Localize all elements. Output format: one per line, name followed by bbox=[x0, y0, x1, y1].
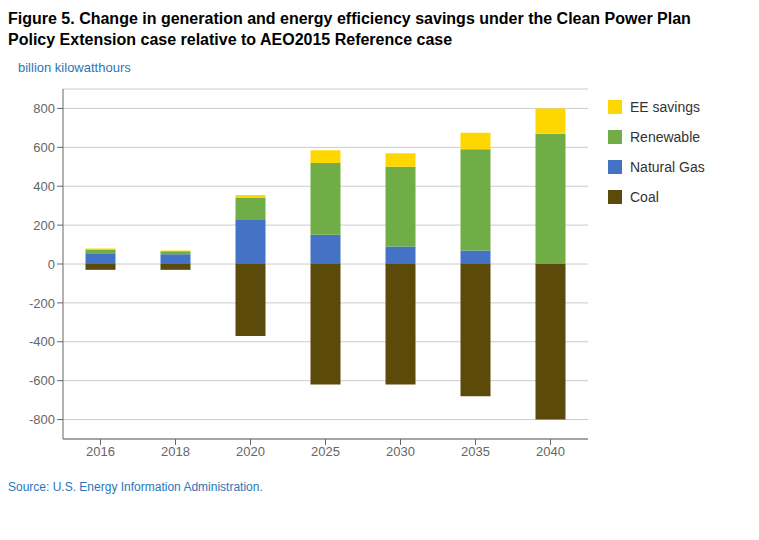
svg-text:600: 600 bbox=[33, 140, 55, 155]
html-text:Natural Gas: Natural Gas bbox=[630, 159, 705, 175]
svg-text:2025: 2025 bbox=[311, 444, 340, 459]
svg-text:2040: 2040 bbox=[536, 444, 565, 459]
svg-text:800: 800 bbox=[33, 101, 55, 116]
svg-text:200: 200 bbox=[33, 218, 55, 233]
svg-text:2020: 2020 bbox=[236, 444, 265, 459]
html-text:Renewable: Renewable bbox=[630, 129, 701, 145]
svg-text:2016: 2016 bbox=[86, 444, 115, 459]
svg-text:2030: 2030 bbox=[386, 444, 415, 459]
svg-text:-600: -600 bbox=[29, 373, 55, 388]
html-text:billion kilowatthours: billion kilowatthours bbox=[18, 60, 131, 75]
html-text:Figure 5. Change in generation: Figure 5. Change in generation and energ… bbox=[8, 10, 691, 48]
svg-text:2035: 2035 bbox=[461, 444, 490, 459]
svg-text:2018: 2018 bbox=[161, 444, 190, 459]
svg-text:-200: -200 bbox=[29, 296, 55, 311]
html-text:EE savings: EE savings bbox=[630, 99, 700, 115]
svg-text:0: 0 bbox=[48, 257, 55, 272]
svg-text:400: 400 bbox=[33, 179, 55, 194]
svg-text:-400: -400 bbox=[29, 334, 55, 349]
svg-text:-800: -800 bbox=[29, 412, 55, 427]
html-text:Source: U.S. Energy Informatio: Source: U.S. Energy Information Administ… bbox=[8, 480, 263, 494]
html-text:Coal: Coal bbox=[630, 189, 659, 205]
